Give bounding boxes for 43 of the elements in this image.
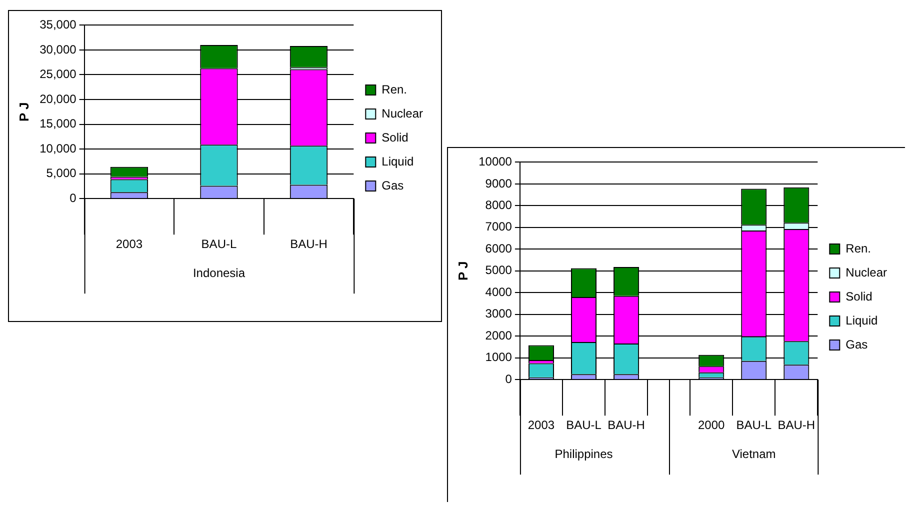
legend-label: Gas xyxy=(382,178,404,192)
y-tick-label: 7000 xyxy=(485,220,512,234)
y-tick-label: 35,000 xyxy=(40,18,77,32)
x-tick-label: BAU-L xyxy=(566,418,602,432)
legend-label: Ren. xyxy=(846,241,872,256)
y-tick-label: 9000 xyxy=(485,176,512,190)
y-tick-label: 5000 xyxy=(485,263,512,278)
y-tick-label: 30,000 xyxy=(40,42,77,56)
x-tick-label: BAU-H xyxy=(290,237,328,252)
x-tick-label: 2003 xyxy=(116,237,143,252)
y-tick-label: 25,000 xyxy=(40,67,77,82)
y-tick-label: 8000 xyxy=(485,198,512,212)
text: Vietnam xyxy=(732,446,776,461)
x-tick-label: BAU-H xyxy=(778,418,816,432)
y-tick-label: 10,000 xyxy=(40,141,77,156)
x-tick-label: BAU-L xyxy=(201,237,237,252)
y-tick-label: 20,000 xyxy=(40,92,77,106)
legend-label: Nuclear xyxy=(382,106,424,120)
y-tick-label: 10000 xyxy=(478,154,512,169)
y-tick-label: 0 xyxy=(505,372,512,386)
legend-label: Liquid xyxy=(382,154,414,168)
legend-label: Nuclear xyxy=(846,265,888,280)
x-tick-label: BAU-H xyxy=(608,418,645,432)
y-tick-label: 6000 xyxy=(485,241,512,256)
legend-label: Solid xyxy=(382,130,408,144)
text: Philippines xyxy=(554,446,613,461)
y-tick-label: 5,000 xyxy=(46,166,77,180)
x-tick-label: 2000 xyxy=(698,418,726,432)
y-tick-label: 3000 xyxy=(485,306,512,321)
y-tick-label: 0 xyxy=(70,190,77,205)
x-tick-label: BAU-L xyxy=(736,418,772,432)
y-tick-label: 1000 xyxy=(485,350,512,364)
y-tick-label: 15,000 xyxy=(40,116,77,131)
y-axis-title: P J xyxy=(455,261,470,281)
x-tick-label: 2003 xyxy=(528,418,555,432)
y-tick-label: 4000 xyxy=(485,284,512,299)
legend-label: Solid xyxy=(846,289,872,304)
legend-label: Gas xyxy=(846,337,868,352)
legend-label: Ren. xyxy=(382,82,408,96)
legend-label: Liquid xyxy=(846,313,878,328)
text: Indonesia xyxy=(192,266,246,280)
y-tick-label: 2000 xyxy=(485,328,512,342)
y-axis-title: P J xyxy=(16,102,32,122)
